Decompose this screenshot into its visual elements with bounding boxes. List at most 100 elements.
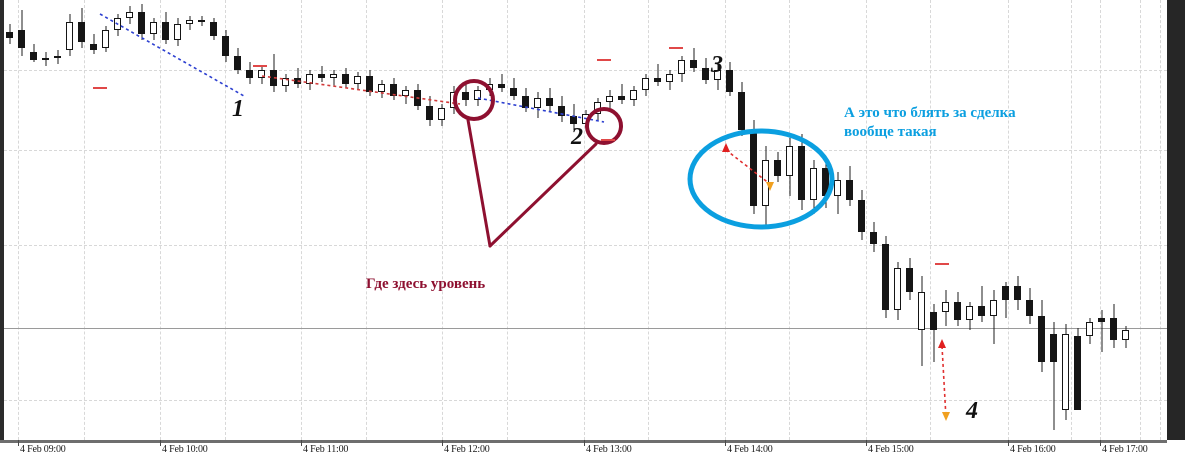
x-axis-tick-label: 4 Feb 11:00 — [303, 444, 349, 455]
candlestick — [954, 0, 961, 440]
candlestick — [162, 0, 169, 440]
candlestick — [450, 0, 457, 440]
candle-body-down — [558, 106, 565, 116]
candle-body-up — [990, 300, 997, 316]
candlestick — [594, 0, 601, 440]
candle-body-up — [1122, 330, 1129, 340]
x-axis: 4 Feb 09:00 4 Feb 10:00 4 Feb 11:00 4 Feb 1… — [0, 440, 1185, 455]
x-axis-tick-label: 4 Feb 17:00 — [1102, 444, 1148, 455]
chart-marker-2: 2 — [571, 124, 583, 150]
candlestick — [846, 0, 853, 440]
candlestick — [378, 0, 385, 440]
chart-marker-4: 4 — [966, 398, 978, 424]
vertical-gridline — [442, 0, 443, 440]
candlestick — [462, 0, 469, 440]
candlestick — [414, 0, 421, 440]
candle-body-down — [522, 96, 529, 108]
candlestick — [282, 0, 289, 440]
candle-body-up — [966, 306, 973, 320]
candlestick — [1086, 0, 1093, 440]
x-axis-tick-label: 4 Feb 14:00 — [727, 444, 773, 455]
candle-body-up — [678, 60, 685, 74]
candlestick — [6, 0, 13, 440]
vertical-gridline — [1071, 0, 1072, 440]
candlestick — [1014, 0, 1021, 440]
candlestick — [150, 0, 157, 440]
candle-body-up — [378, 84, 385, 92]
candle-body-up — [306, 74, 313, 84]
x-axis-tick — [725, 440, 726, 446]
candle-body-up — [942, 302, 949, 312]
candlestick — [1038, 0, 1045, 440]
candlestick — [690, 0, 697, 440]
candlestick — [426, 0, 433, 440]
candlestick-plot-area[interactable]: Где здесь уровень А это что блять за сдел… — [4, 0, 1167, 440]
candle-body-down — [1110, 318, 1117, 340]
candle-body-up — [630, 90, 637, 100]
candle-wick — [1005, 282, 1006, 318]
candle-body-up — [666, 74, 673, 82]
x-axis-tick-label: 4 Feb 10:00 — [162, 444, 208, 455]
candle-body-down — [198, 20, 205, 22]
vertical-gridline — [301, 0, 302, 440]
vertical-gridline — [84, 0, 85, 440]
vertical-gridline — [1008, 0, 1009, 440]
candle-body-up — [402, 90, 409, 96]
candlestick — [342, 0, 349, 440]
candle-body-down — [1050, 334, 1057, 362]
candlestick — [330, 0, 337, 440]
candlestick — [906, 0, 913, 440]
candle-wick — [993, 290, 994, 344]
candle-body-up — [174, 24, 181, 40]
candlestick — [762, 0, 769, 440]
horizontal-gridline — [4, 70, 1167, 71]
candle-body-up — [330, 74, 337, 78]
candle-body-down — [1026, 300, 1033, 316]
candlestick — [774, 0, 781, 440]
candlestick — [18, 0, 25, 440]
x-axis-tick-label: 4 Feb 15:00 — [868, 444, 914, 455]
candle-body-down — [498, 84, 505, 88]
candlestick — [750, 0, 757, 440]
x-axis-tick — [442, 440, 443, 446]
candle-wick — [501, 74, 502, 92]
candle-body-up — [354, 76, 361, 84]
price-level-line — [4, 328, 1167, 329]
candle-body-up — [534, 98, 541, 108]
candle-body-down — [246, 70, 253, 78]
candlestick — [678, 0, 685, 440]
candlestick — [642, 0, 649, 440]
candle-body-up — [594, 102, 601, 114]
candlestick — [390, 0, 397, 440]
candle-body-up — [66, 22, 73, 50]
candle-wick — [1101, 310, 1102, 352]
window-right-border — [1167, 0, 1185, 440]
candlestick — [618, 0, 625, 440]
vertical-gridline — [648, 0, 649, 440]
candle-body-down — [702, 68, 709, 80]
candle-body-down — [342, 74, 349, 84]
vertical-gridline — [930, 0, 931, 440]
x-axis-tick — [866, 440, 867, 446]
candle-body-up — [42, 58, 49, 60]
candlestick — [822, 0, 829, 440]
candle-body-up — [438, 108, 445, 120]
candlestick — [90, 0, 97, 440]
x-axis-tick — [301, 440, 302, 446]
candlestick — [714, 0, 721, 440]
candlestick — [894, 0, 901, 440]
candle-body-down — [1098, 318, 1105, 322]
candlestick — [1122, 0, 1129, 440]
candle-wick — [933, 304, 934, 362]
x-axis-tick — [1100, 440, 1101, 446]
candlestick — [702, 0, 709, 440]
candle-body-up — [606, 96, 613, 102]
candle-body-up — [258, 70, 265, 78]
candle-body-down — [222, 36, 229, 56]
candlestick — [210, 0, 217, 440]
candlestick — [1098, 0, 1105, 440]
candlestick — [354, 0, 361, 440]
candlestick — [1002, 0, 1009, 440]
candlestick — [630, 0, 637, 440]
